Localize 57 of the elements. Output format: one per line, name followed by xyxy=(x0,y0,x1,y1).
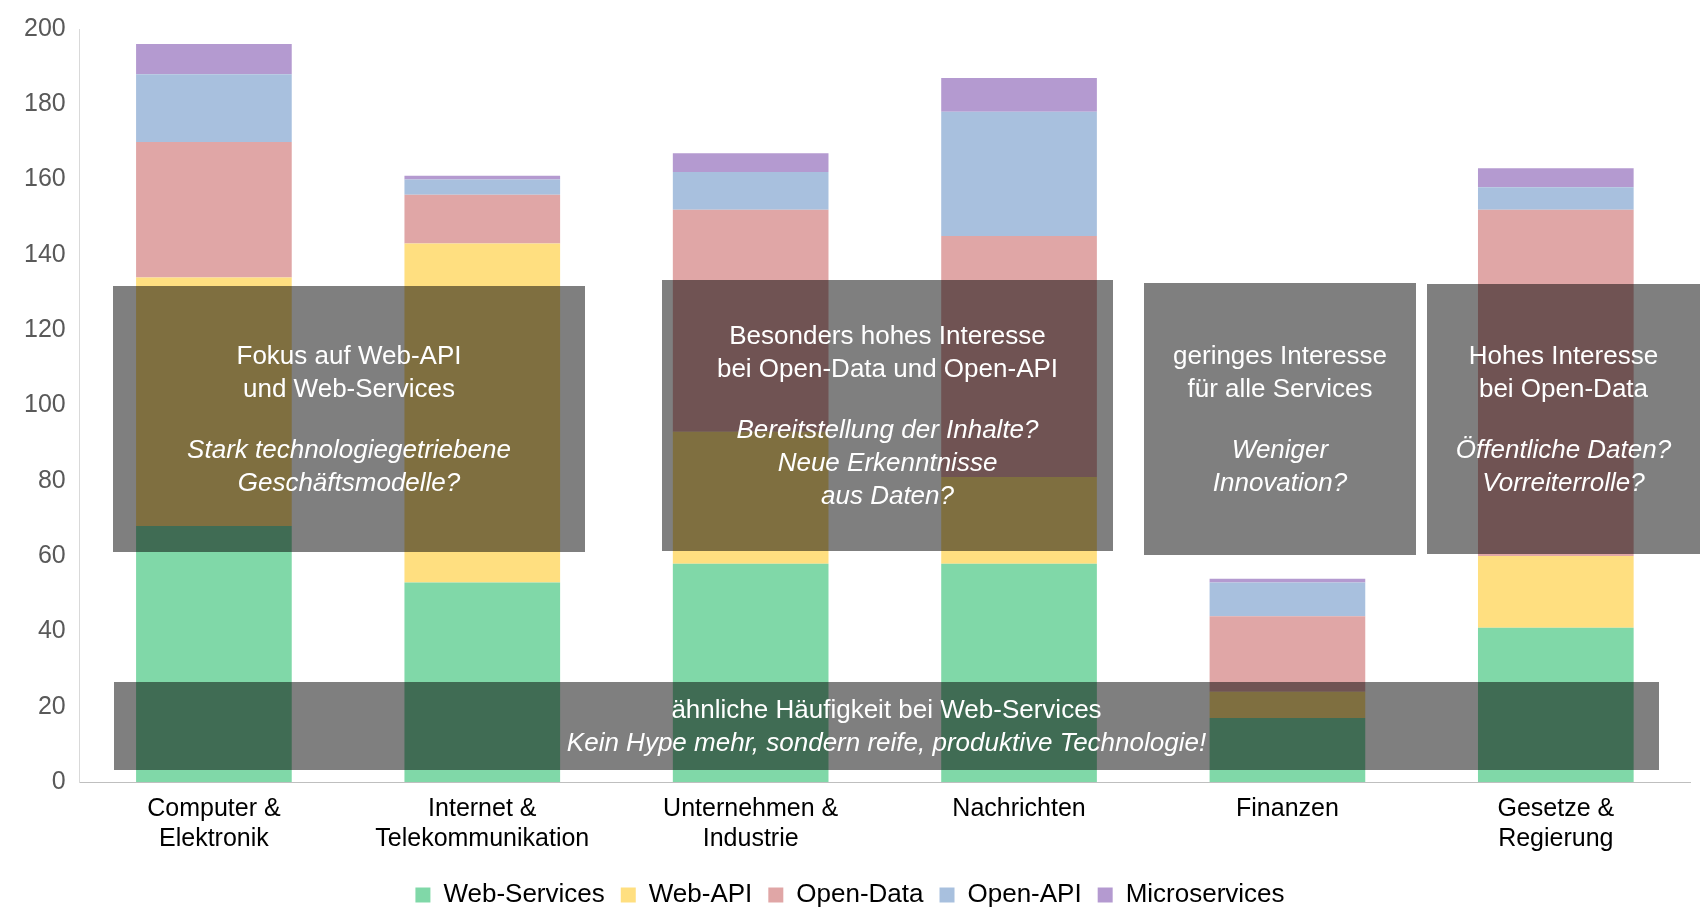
annotation: ähnliche Häufigkeit bei Web-Services xyxy=(670,693,1103,726)
bar xyxy=(404,175,561,180)
note-box: Fokus auf Web-API und Web-Services Stark technologiegetriebene Geschäftsmodelle? xyxy=(113,286,585,552)
annotation: geringes Interesse für alle Services xyxy=(1172,339,1388,405)
annotation: Kein Hype mehr, sondern reife, produktive Technologie! xyxy=(565,726,1208,759)
bar xyxy=(1477,187,1634,210)
bar xyxy=(672,153,829,173)
note-box: Besonders hohes Interesse bei Open-Data und Open-API Bereitstellung der Inhalte? Neue Erkenntnisse aus Daten? xyxy=(662,280,1113,551)
bar xyxy=(1209,616,1366,692)
legend-label: Microservices xyxy=(1125,878,1285,909)
x-tick-label: Computer & Elektronik xyxy=(147,792,281,851)
note-box: geringes Interesse für alle Services Weniger Innovation? xyxy=(1144,283,1416,555)
note-box: ähnliche Häufigkeit bei Web-Services Kein Hype mehr, sondern reife, produktive Technologie! xyxy=(114,682,1659,770)
y-tick-label: 40 xyxy=(37,615,66,644)
annotation: Hohes Interesse bei Open-Data xyxy=(1467,339,1660,405)
bar xyxy=(941,77,1097,112)
y-tick-label: 160 xyxy=(23,163,66,192)
annotation: Weniger Innovation? xyxy=(1211,433,1349,499)
y-tick-label: 200 xyxy=(23,12,66,41)
bar xyxy=(941,111,1097,237)
annotation: Bereitstellung der Inhalte? Neue Erkenntnisse aus Daten? xyxy=(735,413,1040,512)
bar xyxy=(1209,718,1366,782)
x-tick-label: Gesetze & Regierung xyxy=(1497,792,1615,851)
x-tick-label: Nachrichten xyxy=(952,792,1086,821)
bar xyxy=(404,582,561,782)
bar xyxy=(136,141,292,278)
bar xyxy=(672,172,829,210)
x-tick-label: Unternehmen & Industrie xyxy=(663,792,839,851)
annotation: Fokus auf Web-API und Web-Services xyxy=(235,339,463,405)
bar xyxy=(136,44,292,75)
bar xyxy=(136,74,292,142)
annotation: Öffentliche Daten? Vorreiterrolle? xyxy=(1454,433,1673,499)
bar xyxy=(1209,691,1366,718)
legend-label: Open-Data xyxy=(796,878,925,909)
bar xyxy=(1477,168,1634,188)
legend-label: Web-API xyxy=(648,878,753,909)
x-tick-label: Finanzen xyxy=(1236,792,1339,821)
legend-label: Open-API xyxy=(967,878,1082,909)
legend-label: Web-Services xyxy=(443,878,605,909)
y-tick-label: 80 xyxy=(37,464,66,493)
y-tick-label: 20 xyxy=(37,690,66,719)
bar xyxy=(1477,556,1634,628)
bar xyxy=(1477,627,1634,782)
bar xyxy=(136,525,292,782)
y-tick-label: 100 xyxy=(23,389,66,418)
x-tick-label: Internet & Telekommunikation xyxy=(375,792,590,851)
note-box: Hohes Interesse bei Open-Data Öffentliche Daten? Vorreiterrolle? xyxy=(1427,284,1700,554)
annotation: Besonders hohes Interesse bei Open-Data und Open-API xyxy=(715,319,1060,385)
bar xyxy=(404,179,561,195)
y-tick-label: 140 xyxy=(23,238,66,267)
y-tick-label: 60 xyxy=(37,539,66,568)
annotation: Stark technologiegetriebene Geschäftsmodelle? xyxy=(186,433,512,499)
y-tick-label: 120 xyxy=(23,314,66,343)
y-tick-label: 0 xyxy=(51,765,66,794)
bar xyxy=(404,194,561,244)
bar xyxy=(1209,582,1366,617)
y-tick-label: 180 xyxy=(23,88,66,117)
